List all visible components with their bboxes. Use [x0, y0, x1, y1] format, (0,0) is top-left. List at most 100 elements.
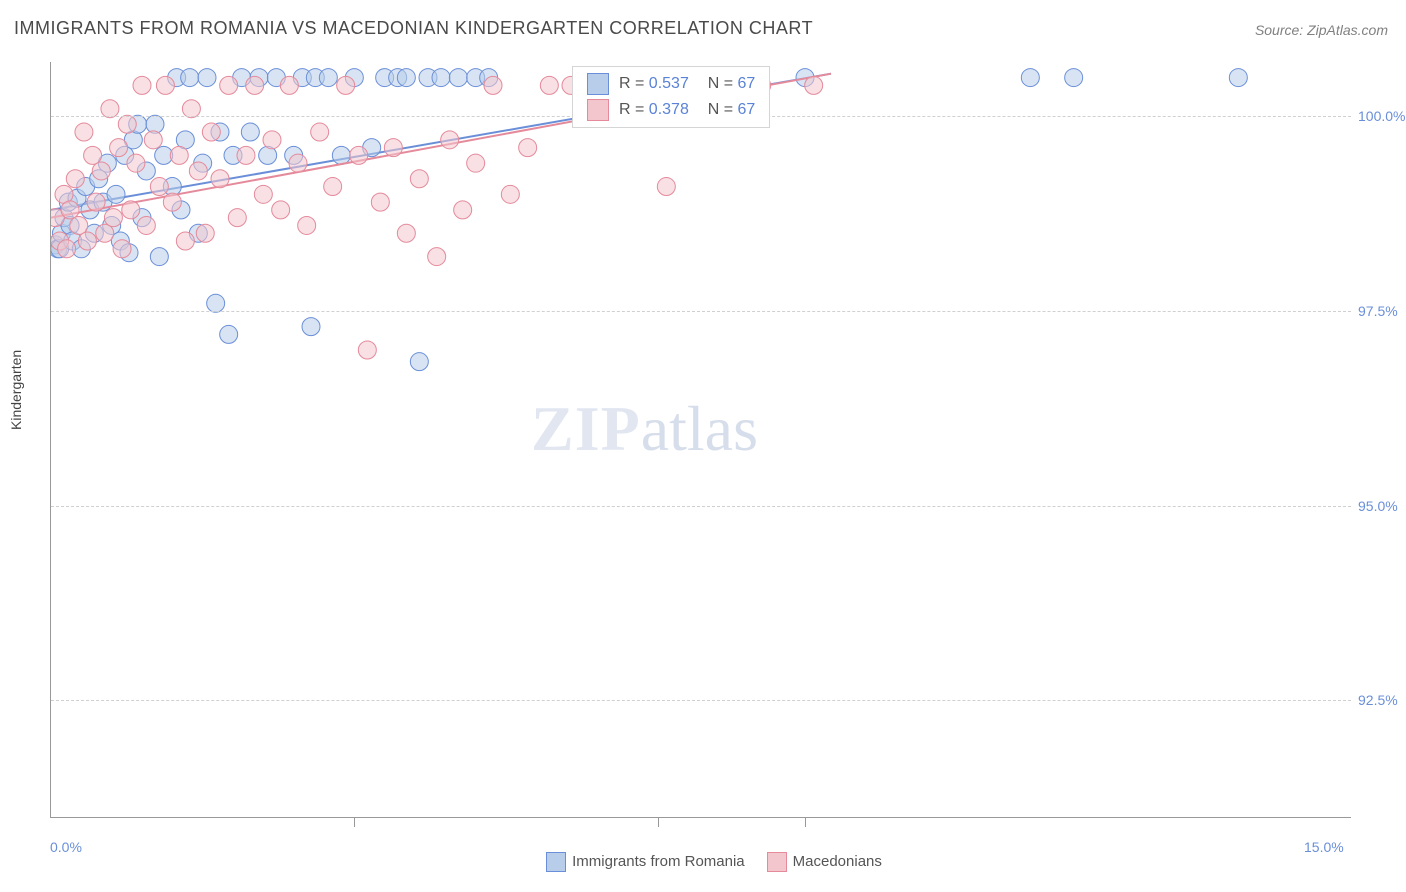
data-point-macedonians	[163, 193, 181, 211]
data-point-romania	[410, 353, 428, 371]
data-point-macedonians	[182, 100, 200, 118]
data-point-macedonians	[211, 170, 229, 188]
stats-swatch-macedonians	[587, 99, 609, 121]
x-minor-tick	[805, 817, 806, 827]
data-point-romania	[319, 69, 337, 87]
y-tick-label: 100.0%	[1358, 108, 1405, 124]
data-point-macedonians	[254, 185, 272, 203]
data-point-macedonians	[410, 170, 428, 188]
data-point-macedonians	[441, 131, 459, 149]
data-point-romania	[432, 69, 450, 87]
x-minor-tick	[354, 817, 355, 827]
data-point-macedonians	[324, 178, 342, 196]
data-point-macedonians	[467, 154, 485, 172]
y-tick-label: 97.5%	[1358, 303, 1398, 319]
data-point-romania	[150, 248, 168, 266]
gridline-h	[51, 700, 1351, 701]
data-point-romania	[1229, 69, 1247, 87]
data-point-romania	[181, 69, 199, 87]
stats-swatch-romania	[587, 73, 609, 95]
data-point-macedonians	[220, 76, 238, 94]
stats-row-romania: R = 0.537 N = 67	[587, 71, 755, 97]
scatter-svg	[51, 62, 1351, 817]
legend-label: Immigrants from Romania	[572, 853, 745, 870]
data-point-macedonians	[150, 178, 168, 196]
correlation-stats-box: R = 0.537 N = 67R = 0.378 N = 67	[572, 66, 770, 128]
data-point-romania	[449, 69, 467, 87]
data-point-macedonians	[428, 248, 446, 266]
x-minor-tick	[658, 817, 659, 827]
data-point-macedonians	[61, 201, 79, 219]
data-point-macedonians	[104, 209, 122, 227]
data-point-macedonians	[96, 224, 114, 242]
plot-area: ZIPatlas	[50, 62, 1351, 818]
data-point-macedonians	[66, 170, 84, 188]
data-point-macedonians	[540, 76, 558, 94]
data-point-macedonians	[196, 224, 214, 242]
data-point-macedonians	[298, 216, 316, 234]
data-point-macedonians	[263, 131, 281, 149]
data-point-macedonians	[156, 76, 174, 94]
source-attribution: Source: ZipAtlas.com	[1255, 22, 1388, 38]
stats-n-label: N = 67	[699, 71, 755, 97]
data-point-romania	[107, 185, 125, 203]
data-point-macedonians	[84, 146, 102, 164]
data-point-macedonians	[202, 123, 220, 141]
data-point-romania	[1065, 69, 1083, 87]
data-point-macedonians	[805, 76, 823, 94]
data-point-macedonians	[384, 139, 402, 157]
data-point-macedonians	[75, 123, 93, 141]
data-point-macedonians	[87, 193, 105, 211]
x-tick-label: 15.0%	[1304, 839, 1344, 855]
data-point-macedonians	[189, 162, 207, 180]
gridline-h	[51, 311, 1351, 312]
y-tick-label: 92.5%	[1358, 692, 1398, 708]
data-point-macedonians	[92, 162, 110, 180]
stats-r-label: R = 0.378	[619, 97, 689, 123]
data-point-romania	[241, 123, 259, 141]
stats-row-macedonians: R = 0.378 N = 67	[587, 97, 755, 123]
data-point-macedonians	[122, 201, 140, 219]
data-point-macedonians	[70, 216, 88, 234]
data-point-macedonians	[127, 154, 145, 172]
data-point-macedonians	[228, 209, 246, 227]
data-point-macedonians	[337, 76, 355, 94]
data-point-macedonians	[118, 115, 136, 133]
data-point-macedonians	[246, 76, 264, 94]
stats-n-label: N = 67	[699, 97, 755, 123]
data-point-romania	[332, 146, 350, 164]
data-point-macedonians	[272, 201, 290, 219]
chart-title: IMMIGRANTS FROM ROMANIA VS MACEDONIAN KI…	[14, 18, 813, 39]
data-point-romania	[220, 325, 238, 343]
data-point-macedonians	[78, 232, 96, 250]
y-axis-label: Kindergarten	[8, 350, 24, 430]
data-point-romania	[302, 318, 320, 336]
legend-swatch	[546, 852, 566, 872]
data-point-macedonians	[484, 76, 502, 94]
data-point-macedonians	[501, 185, 519, 203]
data-point-macedonians	[237, 146, 255, 164]
data-point-macedonians	[176, 232, 194, 250]
data-point-macedonians	[170, 146, 188, 164]
legend: Immigrants from RomaniaMacedonians	[0, 852, 1406, 872]
data-point-macedonians	[454, 201, 472, 219]
data-point-macedonians	[101, 100, 119, 118]
data-point-macedonians	[58, 240, 76, 258]
data-point-macedonians	[397, 224, 415, 242]
data-point-macedonians	[110, 139, 128, 157]
y-tick-label: 95.0%	[1358, 498, 1398, 514]
stats-r-label: R = 0.537	[619, 71, 689, 97]
x-tick-label: 0.0%	[50, 839, 82, 855]
data-point-romania	[207, 294, 225, 312]
legend-swatch	[767, 852, 787, 872]
data-point-romania	[198, 69, 216, 87]
data-point-macedonians	[133, 76, 151, 94]
gridline-h	[51, 506, 1351, 507]
data-point-macedonians	[144, 131, 162, 149]
data-point-macedonians	[280, 76, 298, 94]
data-point-macedonians	[137, 216, 155, 234]
data-point-macedonians	[371, 193, 389, 211]
data-point-macedonians	[519, 139, 537, 157]
data-point-romania	[397, 69, 415, 87]
data-point-macedonians	[289, 154, 307, 172]
